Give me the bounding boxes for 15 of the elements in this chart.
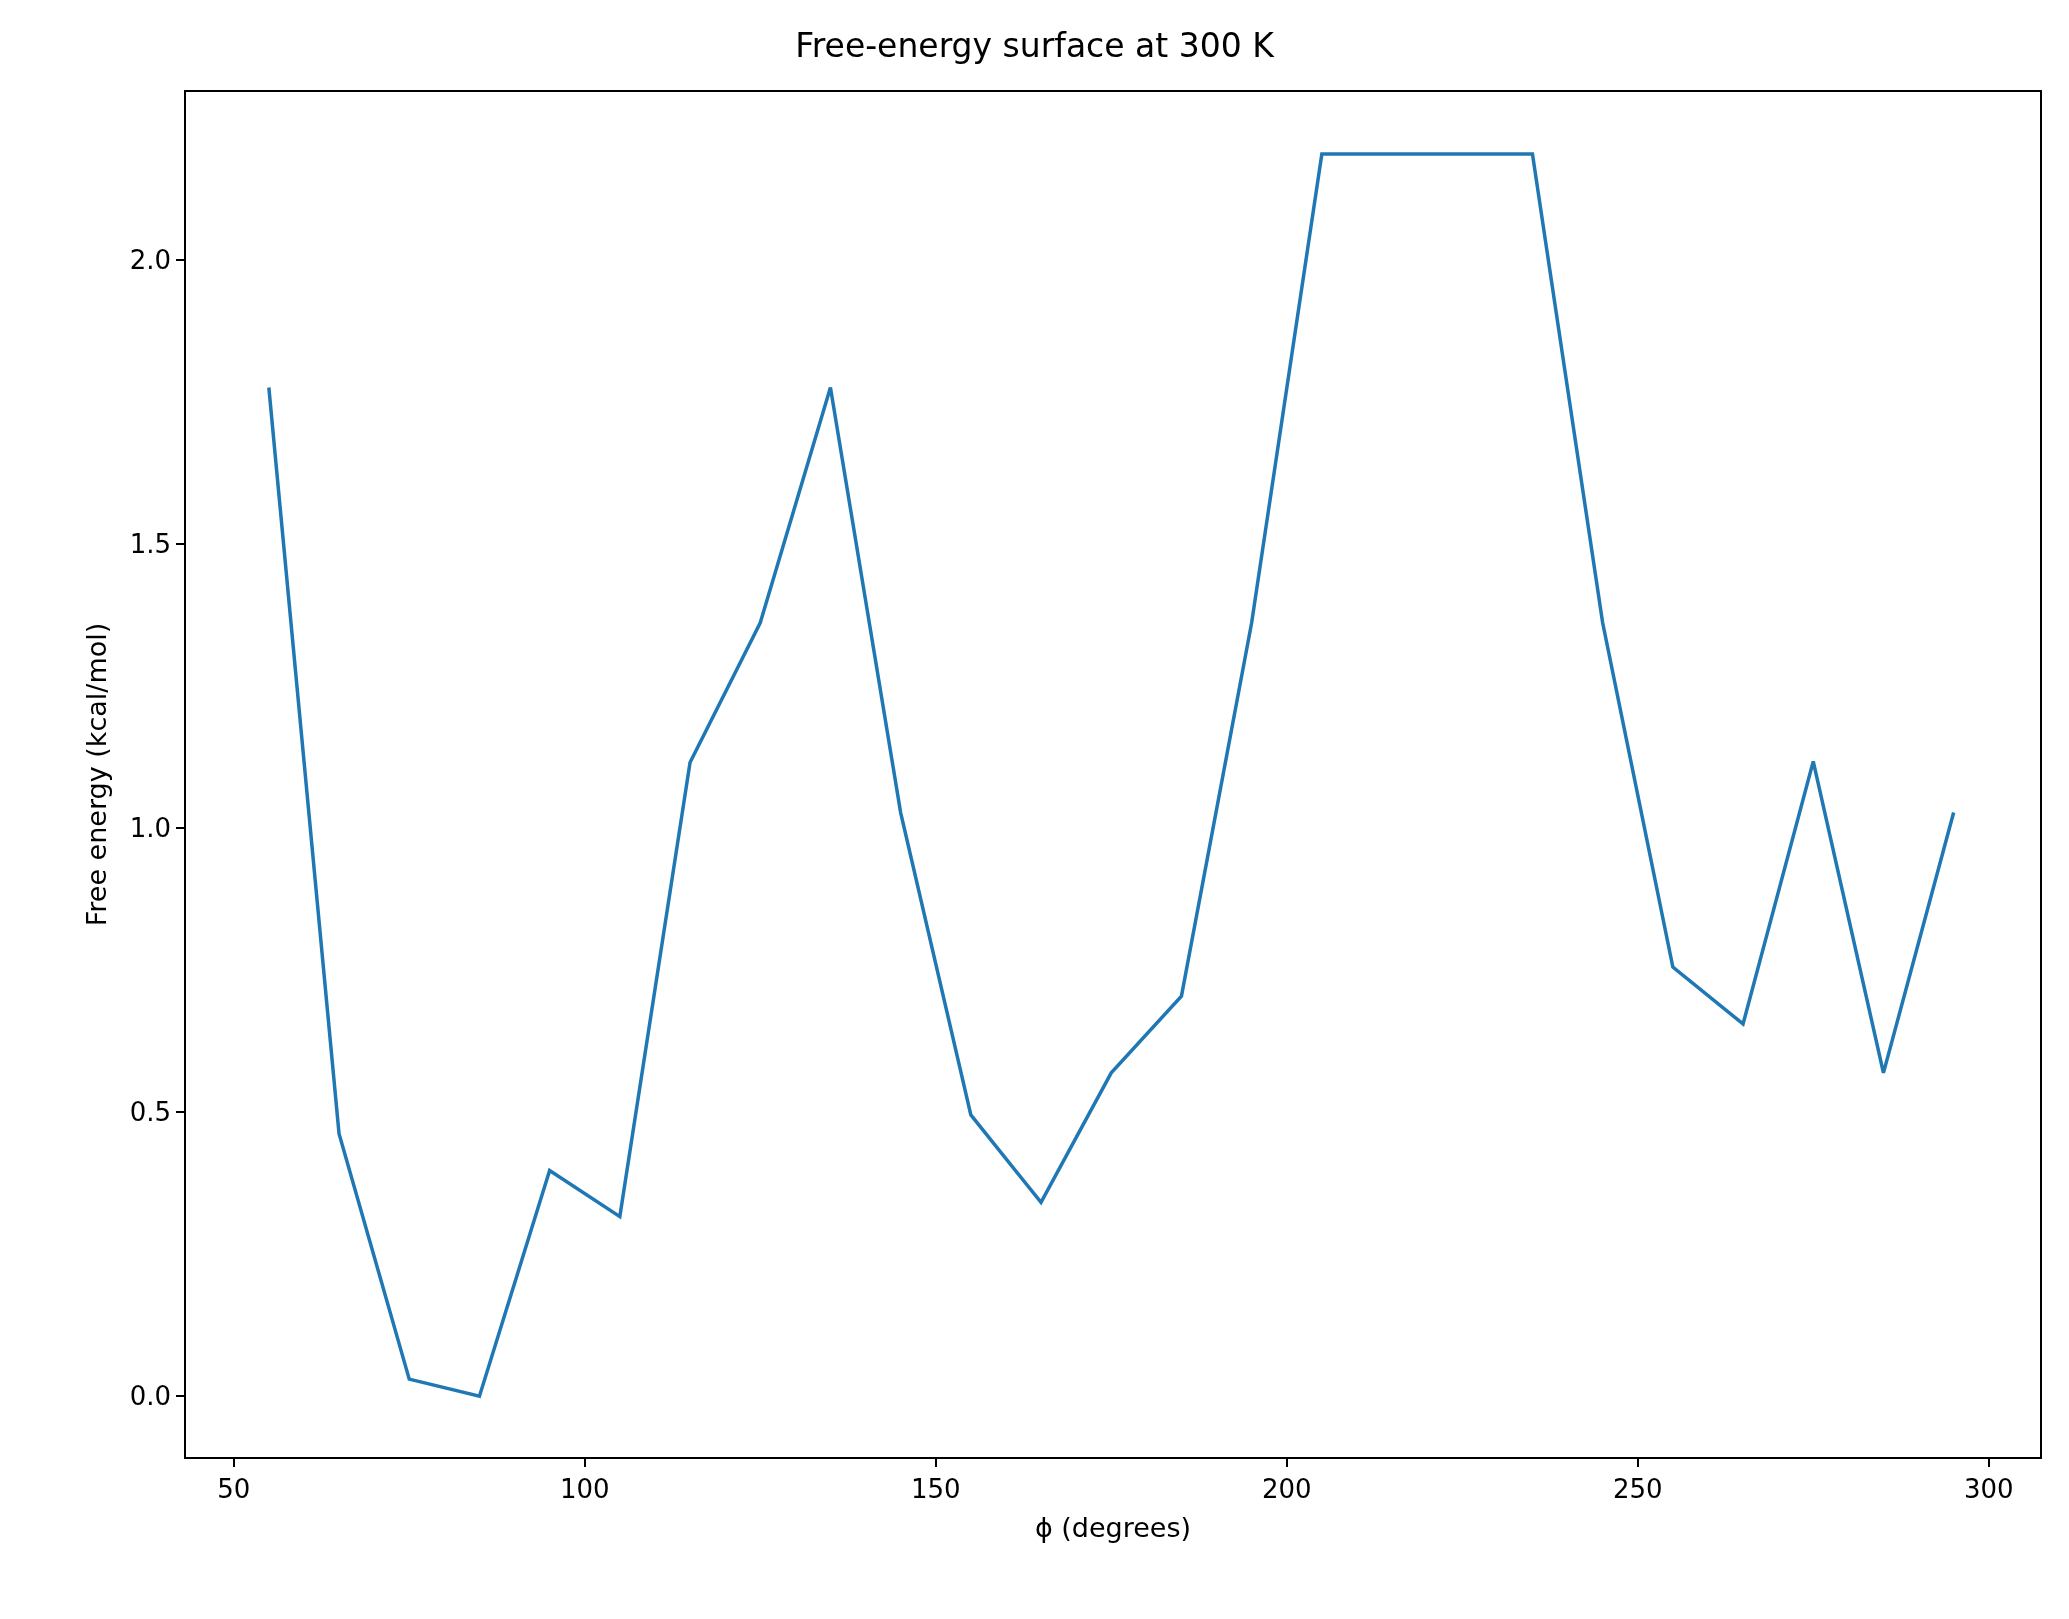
y-tick-label: 1.0 <box>129 813 171 844</box>
x-tick-label: 150 <box>910 1474 961 1504</box>
y-tick-label: 0.5 <box>129 1097 171 1128</box>
x-tick-label: 250 <box>1612 1474 1663 1504</box>
line-series <box>267 152 1956 1398</box>
chart-title: Free-energy surface at 300 K <box>795 25 1276 65</box>
x-tick-label: 100 <box>559 1474 610 1504</box>
y-tick-label: 0.0 <box>129 1381 171 1412</box>
x-axis-title: ϕ (degrees) <box>1034 1511 1192 1543</box>
y-tick-label: 1.5 <box>129 528 171 559</box>
x-tick-label: 50 <box>217 1474 251 1504</box>
y-axis-title: Free energy (kcal/mol) <box>81 622 113 927</box>
x-tick-label: 200 <box>1261 1474 1312 1504</box>
y-tick-label: 2.0 <box>129 244 171 275</box>
x-tick-label: 300 <box>1963 1474 2014 1504</box>
